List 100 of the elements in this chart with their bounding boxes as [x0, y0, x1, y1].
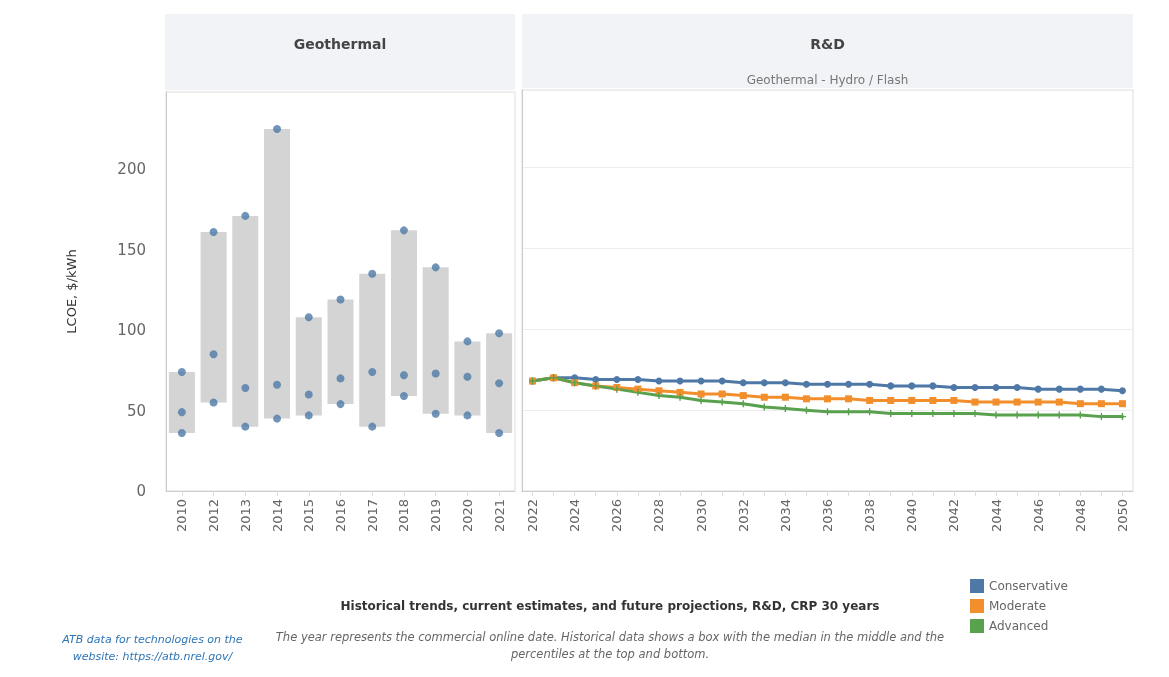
point [241, 422, 250, 431]
point [273, 125, 282, 133]
point [908, 396, 916, 404]
bar [327, 299, 354, 405]
point [950, 384, 958, 392]
x-tick-label: 2034 [777, 499, 793, 533]
point [845, 395, 853, 403]
point [866, 396, 874, 404]
point [739, 379, 747, 387]
x-tick-label: 2013 [237, 499, 253, 533]
y-axis-title: LCOE, $/kWh [64, 249, 79, 334]
point [1055, 385, 1063, 393]
point [1076, 385, 1084, 393]
point [802, 380, 810, 388]
x-tick-label: 2028 [651, 499, 667, 533]
y-tick-label: 50 [126, 401, 146, 420]
chart-subtitle: Geothermal - Hydro / Flash [746, 73, 909, 87]
point [495, 429, 504, 438]
point [241, 211, 250, 220]
point [304, 411, 313, 420]
point [697, 396, 705, 404]
point [760, 379, 768, 387]
point [336, 400, 345, 409]
point [971, 398, 979, 406]
x-tick-label: 2010 [174, 499, 190, 533]
point [431, 263, 440, 272]
point [368, 367, 377, 376]
y-tick-label: 0 [136, 482, 146, 500]
point [1013, 398, 1021, 406]
bar [168, 371, 195, 434]
point [273, 380, 282, 389]
chart-title: R&D [810, 36, 845, 52]
point [760, 393, 768, 401]
bar [232, 215, 259, 427]
point [950, 396, 958, 404]
x-tick-label: 2050 [1114, 499, 1130, 533]
point [463, 411, 472, 420]
x-tick-label: 2042 [946, 499, 962, 533]
point [697, 390, 705, 398]
x-tick-label: 2012 [206, 499, 222, 533]
bar [486, 333, 513, 434]
point [1034, 385, 1042, 393]
text: Historical trends, current estimates, and future projections, R&D, CRP 30 years [339, 598, 881, 615]
point [336, 295, 345, 304]
point [676, 388, 684, 396]
point [304, 313, 313, 322]
point [368, 269, 377, 278]
bar [422, 267, 449, 414]
x-tick-label: 2036 [820, 499, 835, 533]
bar [200, 231, 227, 403]
x-tick-label: 2026 [609, 499, 625, 533]
point [971, 384, 979, 392]
point [1013, 384, 1021, 392]
y-tick-label: 200 [117, 160, 146, 179]
bar [359, 273, 386, 427]
point [463, 372, 472, 381]
legend-label: Conservative [989, 579, 1068, 593]
point [1076, 400, 1084, 408]
point [1118, 400, 1126, 408]
x-tick-label: 2019 [428, 499, 444, 533]
x-tick-label: 2044 [988, 499, 1004, 533]
point [781, 393, 789, 401]
point [177, 408, 186, 417]
point [399, 392, 408, 401]
point [1097, 400, 1105, 408]
bar [454, 341, 481, 416]
point [592, 375, 600, 383]
point [209, 350, 218, 359]
point [1118, 387, 1126, 395]
x-tick-label: 2014 [269, 499, 285, 533]
x-tick-label: 2038 [862, 499, 878, 533]
x-tick-label: 2048 [1072, 499, 1088, 533]
x-tick-label: 2046 [1030, 499, 1046, 533]
x-tick-label: 2021 [491, 499, 507, 533]
x-tick-label: 2016 [333, 499, 348, 533]
legend-label: Advanced [989, 619, 1049, 633]
point [655, 387, 663, 395]
point [824, 380, 831, 388]
bar [295, 317, 322, 416]
point [887, 382, 895, 390]
bar [390, 230, 417, 397]
point [824, 395, 831, 403]
point [866, 380, 874, 388]
point [781, 379, 789, 387]
x-tick-label: 2024 [567, 499, 583, 533]
x-tick-label: 2032 [735, 499, 751, 533]
point [929, 382, 937, 390]
point [495, 329, 504, 338]
point [399, 371, 408, 380]
point [992, 398, 1000, 406]
x-tick-label: 2018 [396, 499, 412, 533]
x-tick-label: 2040 [904, 499, 920, 533]
x-tick-label: 2022 [525, 499, 541, 533]
point [613, 375, 621, 383]
point [241, 384, 250, 393]
legend-label: Moderate [989, 599, 1047, 613]
text: ATB data for technologies on the website: https://atb.nrel.gov/ [61, 632, 244, 665]
point [177, 367, 186, 376]
point [718, 390, 726, 398]
point [802, 395, 810, 403]
